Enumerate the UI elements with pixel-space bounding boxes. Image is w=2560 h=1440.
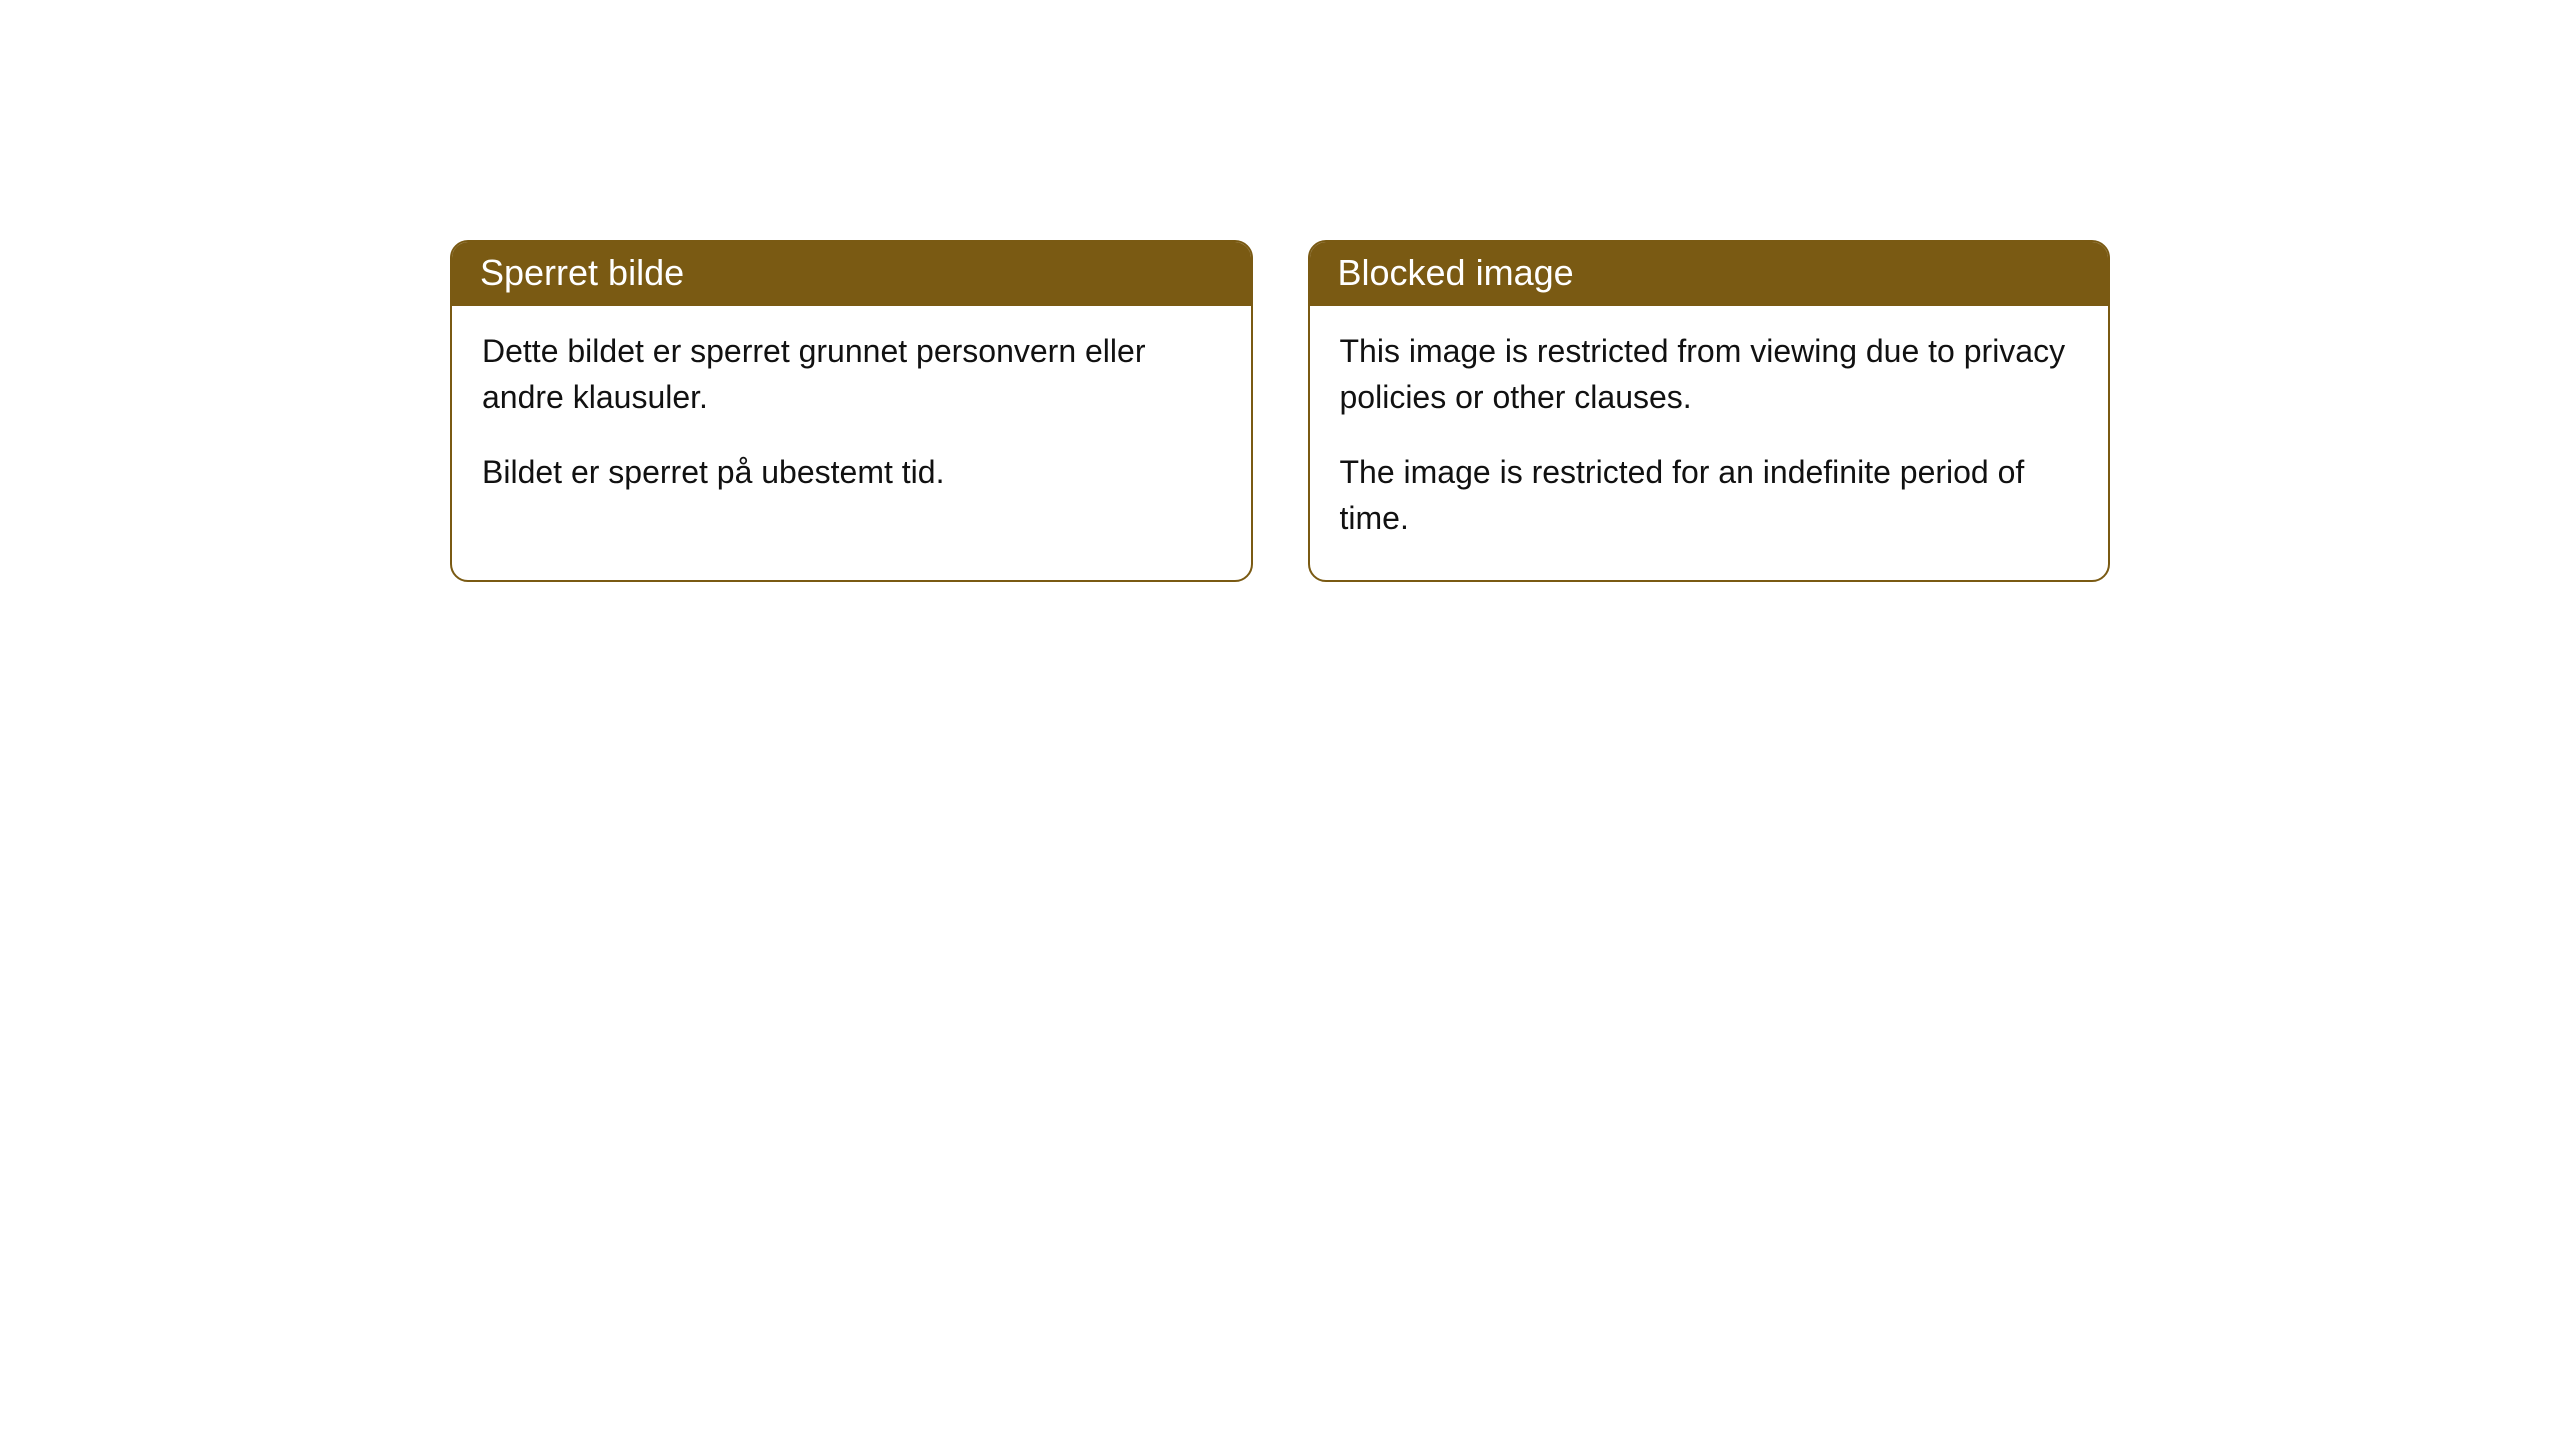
card-header: Blocked image: [1310, 242, 2109, 306]
card-body: This image is restricted from viewing du…: [1310, 306, 2109, 580]
card-header: Sperret bilde: [452, 242, 1251, 306]
card-paragraph: The image is restricted for an indefinit…: [1340, 449, 2079, 542]
card-body: Dette bildet er sperret grunnet personve…: [452, 306, 1251, 533]
notice-card-english: Blocked image This image is restricted f…: [1308, 240, 2111, 582]
card-paragraph: Bildet er sperret på ubestemt tid.: [482, 449, 1221, 495]
notice-card-norwegian: Sperret bilde Dette bildet er sperret gr…: [450, 240, 1253, 582]
card-paragraph: Dette bildet er sperret grunnet personve…: [482, 328, 1221, 421]
card-paragraph: This image is restricted from viewing du…: [1340, 328, 2079, 421]
notice-card-container: Sperret bilde Dette bildet er sperret gr…: [450, 240, 2110, 582]
